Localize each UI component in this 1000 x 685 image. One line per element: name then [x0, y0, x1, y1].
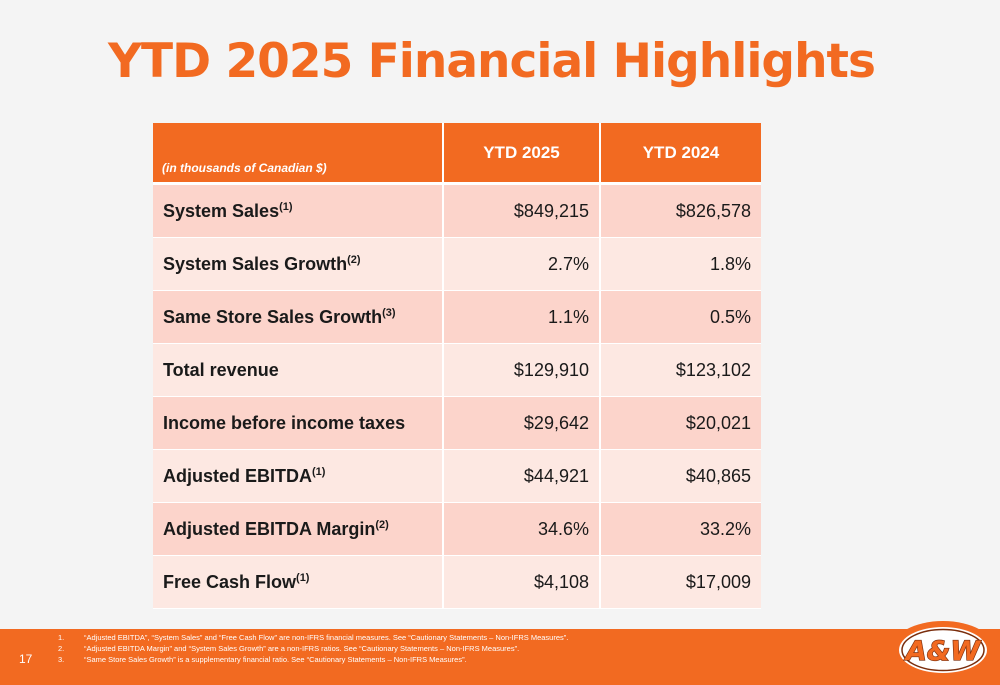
ytd-2024-value: $40,865 [599, 450, 761, 503]
row-label-text: Adjusted EBITDA [163, 465, 313, 486]
ytd-2025-value: $129,910 [442, 344, 599, 397]
column-header-ytd-2024: YTD 2024 [599, 123, 761, 185]
footnote: 3. “Same Store Sales Growth” is a supplem… [58, 654, 568, 665]
ytd-2024-value: 33.2% [599, 503, 761, 556]
row-label-text: Income before income taxes [163, 412, 406, 433]
row-label-text: System Sales Growth [163, 253, 348, 274]
ytd-2025-value: $849,215 [442, 185, 599, 238]
row-label-text: Total revenue [163, 359, 279, 380]
footnote-ref: (2) [347, 253, 361, 266]
ytd-2025-value: $44,921 [442, 450, 599, 503]
ytd-2024-value: 1.8% [599, 238, 761, 291]
footnote-ref: (1) [296, 571, 310, 584]
logo-inner-outline [901, 628, 985, 672]
table-row: System Sales Growth(2) 2.7% 1.8% [153, 238, 761, 291]
row-label-text: Free Cash Flow [163, 571, 297, 592]
aw-logo-icon: A&W [891, 621, 995, 679]
row-label: Adjusted EBITDA(1) [153, 450, 442, 503]
ytd-2024-value: 0.5% [599, 291, 761, 344]
table-row: Adjusted EBITDA Margin(2) 34.6% 33.2% [153, 503, 761, 556]
table-row: Free Cash Flow(1) $4,108 $17,009 [153, 556, 761, 609]
footnote-text: “Adjusted EBITDA Margin” and “System Sal… [84, 644, 520, 653]
row-label: Same Store Sales Growth(3) [153, 291, 442, 344]
logo-text: A&W [904, 636, 981, 667]
row-label: Income before income taxes [153, 397, 442, 450]
footnote-number: 3. [58, 655, 65, 664]
logo-badge [899, 627, 987, 673]
table-row: Income before income taxes $29,642 $20,0… [153, 397, 761, 450]
column-header-ytd-2025: YTD 2025 [442, 123, 599, 185]
ytd-2024-value: $20,021 [599, 397, 761, 450]
row-label: Adjusted EBITDA Margin(2) [153, 503, 442, 556]
ytd-2025-value: 2.7% [442, 238, 599, 291]
table-header-row: (in thousands of Canadian $) YTD 2025 YT… [153, 123, 761, 185]
footnote-text: “Same Store Sales Growth” is a supplemen… [84, 655, 467, 664]
page-title: YTD 2025 Financial Highlights [108, 34, 876, 89]
table-row: Adjusted EBITDA(1) $44,921 $40,865 [153, 450, 761, 503]
footnote-text: “Adjusted EBITDA”, “System Sales” and “F… [84, 633, 569, 642]
table-row: System Sales(1) $849,215 $826,578 [153, 185, 761, 238]
footnote-number: 1. [58, 633, 65, 642]
row-label: Total revenue [153, 344, 442, 397]
row-label-text: Adjusted EBITDA Margin [163, 518, 376, 539]
table-row: Total revenue $129,910 $123,102 [153, 344, 761, 397]
ytd-2025-value: $4,108 [442, 556, 599, 609]
footnote-ref: (1) [279, 200, 293, 213]
ytd-2024-value: $826,578 [599, 185, 761, 238]
ytd-2025-value: 1.1% [442, 291, 599, 344]
footnotes: 1. “Adjusted EBITDA”, “System Sales” and … [58, 632, 568, 665]
ytd-2024-value: $123,102 [599, 344, 761, 397]
page-number: 17 [19, 652, 33, 666]
row-label-text: System Sales [163, 200, 280, 221]
footnote: 2. “Adjusted EBITDA Margin” and “System S… [58, 643, 568, 654]
financial-highlights-table: (in thousands of Canadian $) YTD 2025 YT… [153, 123, 761, 609]
footnote-ref: (2) [375, 518, 389, 531]
ytd-2025-value: 34.6% [442, 503, 599, 556]
row-label: System Sales Growth(2) [153, 238, 442, 291]
units-label: (in thousands of Canadian $) [153, 123, 442, 185]
row-label-text: Same Store Sales Growth [163, 306, 383, 327]
row-label: System Sales(1) [153, 185, 442, 238]
ytd-2024-value: $17,009 [599, 556, 761, 609]
footnote-ref: (1) [312, 465, 326, 478]
footnote: 1. “Adjusted EBITDA”, “System Sales” and … [58, 632, 568, 643]
row-label: Free Cash Flow(1) [153, 556, 442, 609]
footnote-ref: (3) [382, 306, 396, 319]
footnote-number: 2. [58, 644, 65, 653]
table-row: Same Store Sales Growth(3) 1.1% 0.5% [153, 291, 761, 344]
ytd-2025-value: $29,642 [442, 397, 599, 450]
footer-bar: 17 1. “Adjusted EBITDA”, “System Sales” a… [0, 629, 1000, 685]
